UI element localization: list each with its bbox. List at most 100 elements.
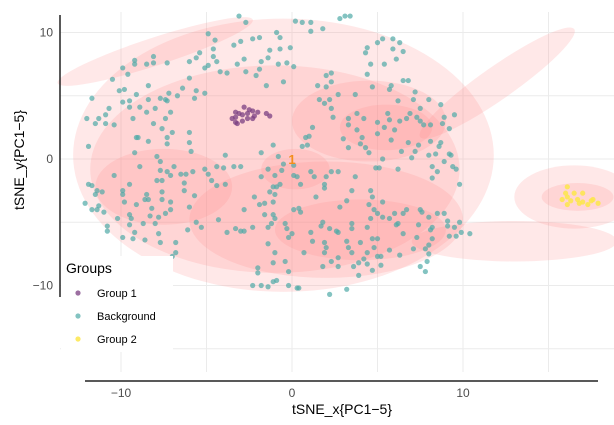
y-tick-labels: 10 0 −10 [33, 26, 54, 293]
data-point [364, 261, 370, 267]
data-point [429, 236, 435, 242]
data-point [410, 96, 417, 103]
data-point [335, 263, 341, 270]
data-point [167, 207, 174, 213]
data-point [354, 110, 360, 117]
data-point [378, 262, 384, 268]
data-point [191, 95, 198, 101]
data-point [378, 253, 384, 260]
data-point [120, 191, 126, 198]
data-point [427, 138, 434, 144]
data-point [251, 113, 257, 119]
data-point [104, 228, 110, 234]
data-point [414, 234, 420, 241]
data-point [321, 185, 328, 191]
data-point [448, 152, 454, 158]
data-point [265, 224, 271, 230]
data-point [234, 61, 240, 67]
data-point [181, 180, 187, 186]
data-point [186, 204, 192, 210]
data-point [89, 207, 95, 213]
legend-label: Group 2 [97, 334, 137, 346]
data-point [328, 258, 334, 265]
data-point [135, 134, 141, 141]
data-point [250, 224, 256, 230]
data-point [585, 201, 591, 208]
data-point [186, 129, 192, 136]
data-point [231, 163, 237, 170]
data-point [306, 133, 312, 139]
data-point [345, 244, 352, 251]
data-point [166, 90, 172, 96]
data-point [369, 84, 375, 90]
data-point [274, 277, 280, 284]
data-point [590, 196, 596, 203]
data-point [147, 213, 153, 219]
data-point [232, 225, 239, 232]
data-point [441, 158, 447, 165]
data-point [335, 255, 341, 261]
data-point [362, 50, 369, 56]
data-point [445, 223, 451, 229]
data-point [103, 112, 109, 118]
data-point [285, 282, 292, 289]
data-point [132, 229, 138, 235]
data-point [369, 236, 375, 242]
data-point [214, 163, 220, 170]
data-point [362, 145, 369, 151]
data-point [412, 89, 418, 95]
data-point [156, 231, 162, 237]
data-point [364, 224, 370, 230]
data-point [388, 137, 394, 143]
data-point [342, 13, 348, 19]
data-point [132, 57, 138, 63]
data-point [400, 231, 406, 237]
data-point [400, 48, 406, 55]
data-point [262, 200, 268, 206]
data-point [277, 46, 283, 52]
legend-key-icon [75, 336, 81, 342]
data-point [92, 191, 98, 198]
data-point [356, 272, 362, 278]
data-point [297, 181, 304, 187]
data-point [183, 171, 189, 177]
data-point [167, 109, 174, 115]
data-point [335, 169, 341, 175]
data-point [320, 263, 326, 270]
data-point [390, 36, 396, 42]
data-point [217, 69, 223, 75]
data-point [164, 141, 170, 147]
data-point [321, 100, 328, 106]
data-point [277, 34, 283, 41]
data-point [229, 115, 235, 122]
data-point [145, 138, 151, 144]
data-point [85, 143, 92, 149]
data-point [386, 215, 393, 222]
data-point [164, 98, 170, 104]
data-point [323, 174, 329, 180]
data-point [458, 229, 464, 235]
annotation-label: 1 [288, 152, 295, 167]
data-point [152, 220, 158, 227]
y-tick-label: 10 [40, 26, 54, 40]
data-point [212, 37, 218, 43]
data-point [197, 50, 203, 56]
data-point [289, 231, 295, 237]
data-point [268, 220, 275, 227]
data-point [380, 214, 386, 220]
data-point [275, 153, 281, 160]
scatter-points [82, 13, 601, 297]
data-point [316, 96, 322, 103]
data-point [241, 56, 247, 62]
data-point [291, 64, 297, 70]
data-point [255, 265, 261, 271]
data-point [299, 143, 305, 149]
data-point [434, 210, 440, 216]
data-point [120, 99, 126, 105]
data-point [256, 201, 263, 208]
data-point [210, 46, 216, 52]
data-point [321, 181, 328, 187]
data-point [392, 210, 398, 216]
y-axis-title: tSNE_y{PC1−5} [11, 110, 27, 210]
data-point [209, 177, 215, 184]
